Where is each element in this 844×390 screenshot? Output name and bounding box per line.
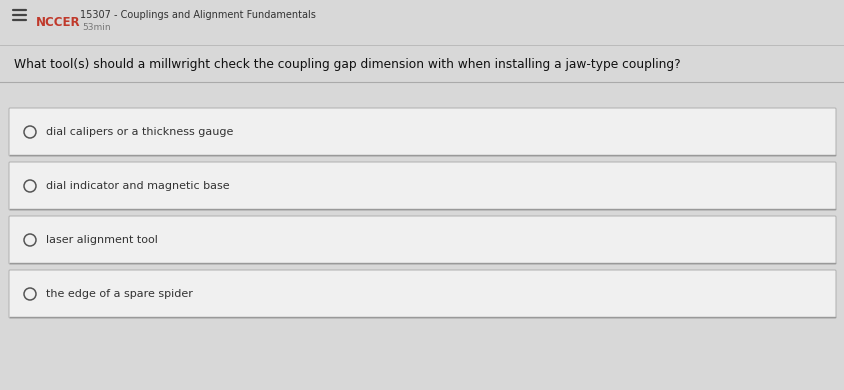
Text: dial calipers or a thickness gauge: dial calipers or a thickness gauge	[46, 127, 233, 137]
Text: NCCER: NCCER	[36, 16, 80, 29]
Text: dial indicator and magnetic base: dial indicator and magnetic base	[46, 181, 230, 191]
Text: 53min: 53min	[82, 23, 111, 32]
FancyBboxPatch shape	[9, 216, 835, 264]
Text: 15307 - Couplings and Alignment Fundamentals: 15307 - Couplings and Alignment Fundamen…	[80, 10, 316, 20]
Text: laser alignment tool: laser alignment tool	[46, 235, 158, 245]
Text: the edge of a spare spider: the edge of a spare spider	[46, 289, 192, 299]
FancyBboxPatch shape	[9, 270, 835, 318]
FancyBboxPatch shape	[9, 162, 835, 210]
FancyBboxPatch shape	[9, 108, 835, 156]
Text: What tool(s) should a millwright check the coupling gap dimension with when inst: What tool(s) should a millwright check t…	[14, 58, 679, 71]
